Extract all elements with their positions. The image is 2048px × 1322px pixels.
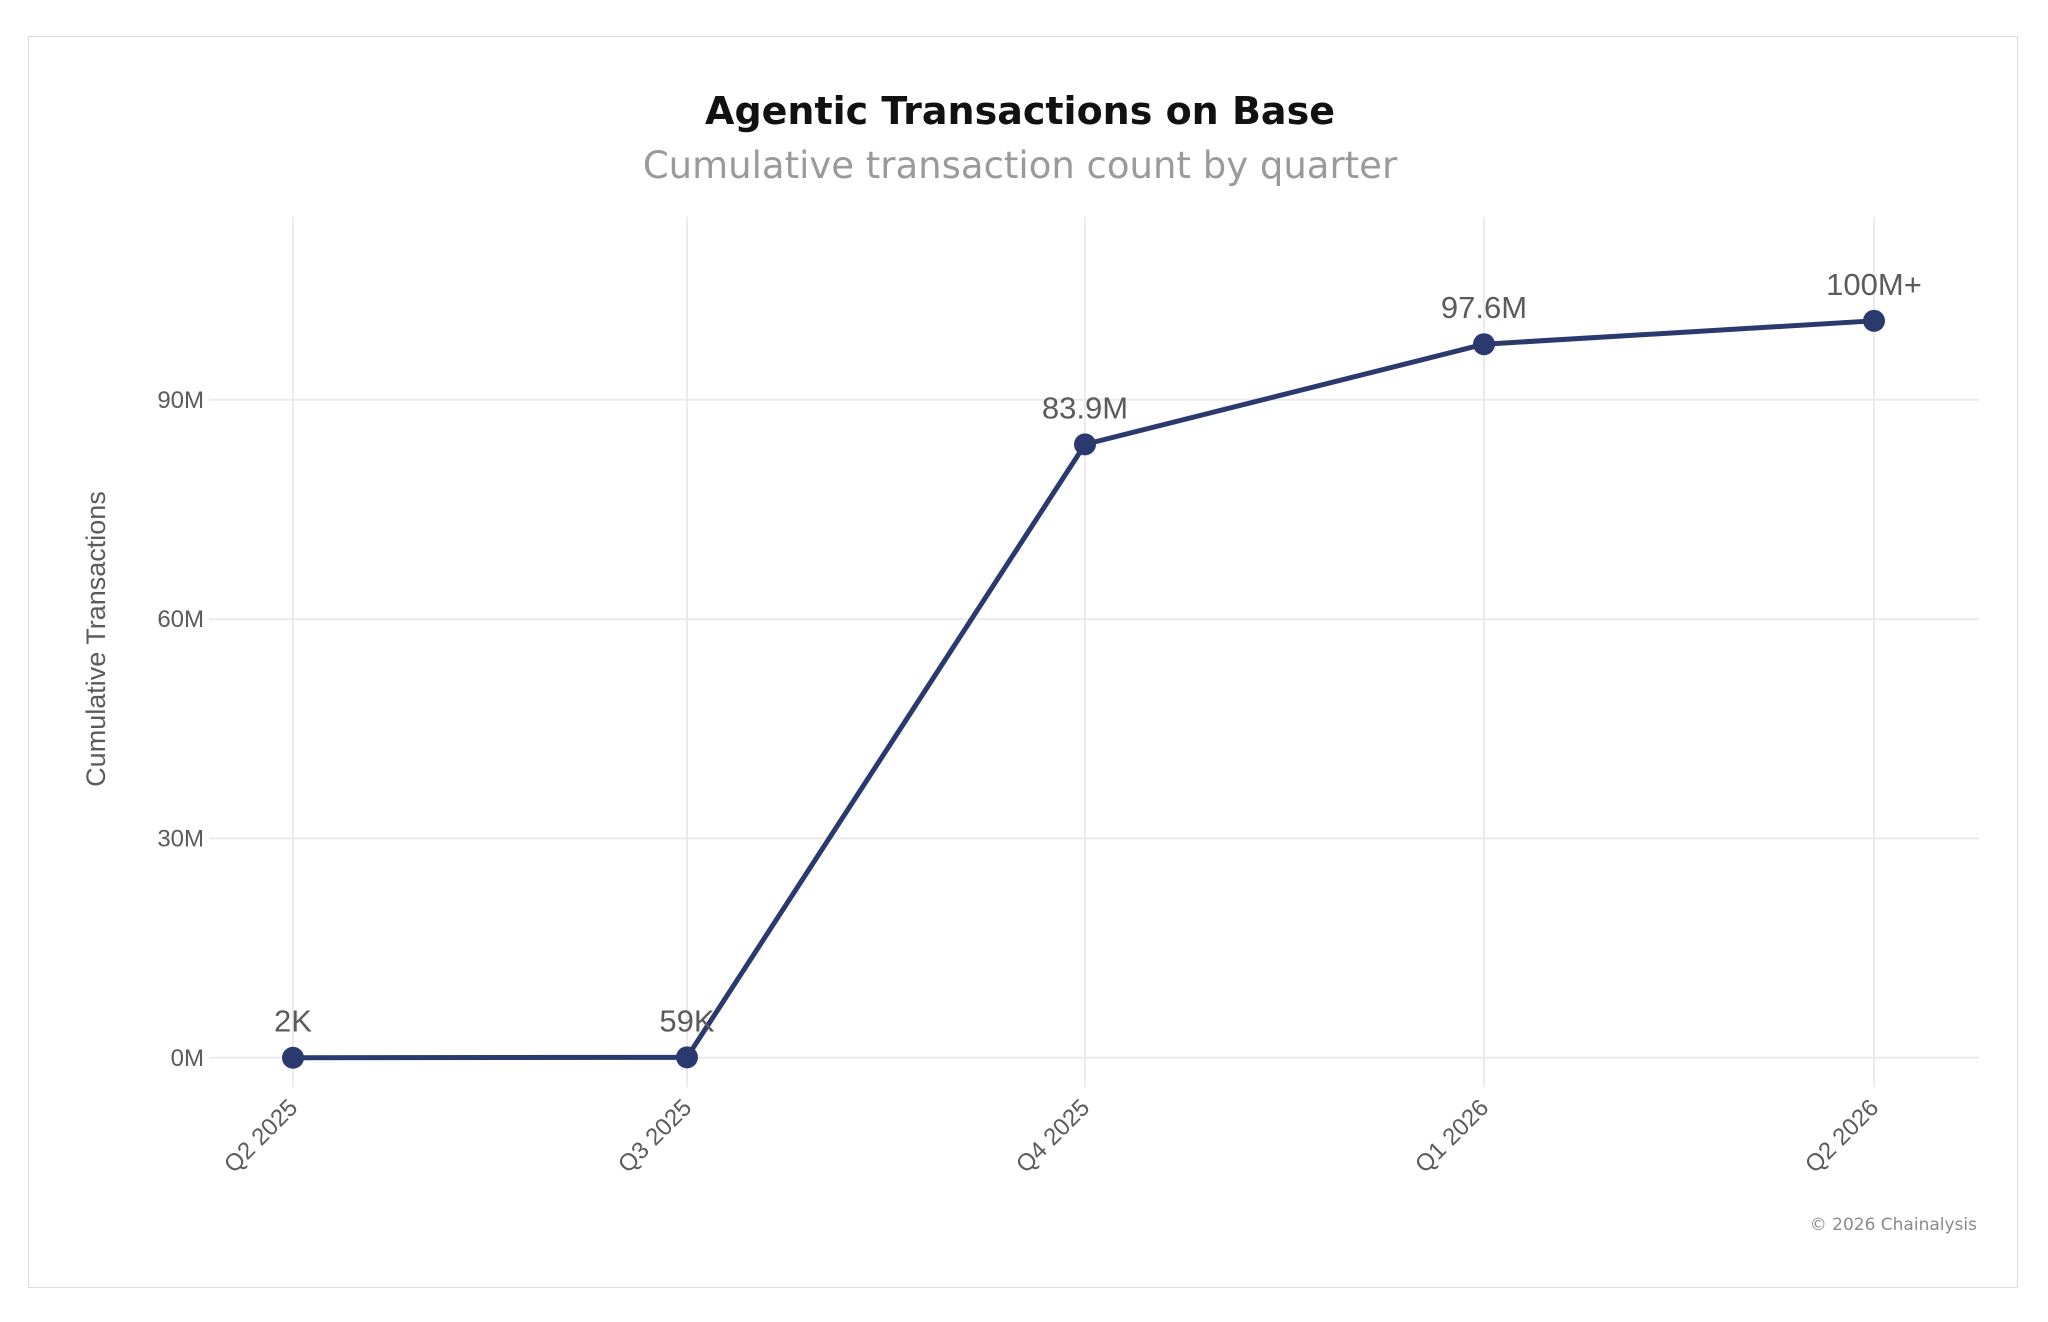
x-tick-label: Q4 2025 bbox=[1011, 1094, 1095, 1178]
chart-title: Agentic Transactions on Base bbox=[705, 89, 1335, 133]
data-label: 97.6M bbox=[1441, 290, 1527, 325]
series-layer bbox=[290, 318, 1877, 1061]
y-tick-label: 0M bbox=[171, 1045, 204, 1072]
data-label: 83.9M bbox=[1042, 390, 1128, 425]
series-line bbox=[290, 318, 1877, 1061]
data-label: 2K bbox=[274, 1004, 312, 1039]
y-tick-label: 60M bbox=[157, 606, 204, 633]
x-tick-label: Q1 2026 bbox=[1410, 1094, 1494, 1178]
y-tick-label: 30M bbox=[157, 825, 204, 852]
data-point bbox=[1473, 333, 1495, 356]
chart-card: Agentic Transactions on Base Cumulative … bbox=[28, 36, 2018, 1288]
grid-lines bbox=[209, 217, 1979, 1087]
x-axis-ticks: Q2 2025 Q3 2025 Q4 2025 Q1 2026 Q2 2026 bbox=[219, 1094, 1884, 1178]
line-chart: Agentic Transactions on Base Cumulative … bbox=[81, 89, 1979, 1235]
x-tick-label: Q2 2025 bbox=[219, 1094, 303, 1178]
chart-subtitle: Cumulative transaction count by quarter bbox=[643, 144, 1398, 187]
y-axis-title: Cumulative Transactions bbox=[81, 491, 111, 787]
data-label: 100M+ bbox=[1826, 267, 1922, 302]
y-tick-label: 90M bbox=[157, 387, 204, 414]
y-axis-ticks: 0M 30M 60M 90M bbox=[157, 387, 204, 1072]
data-point bbox=[676, 1046, 698, 1069]
data-point bbox=[282, 1046, 304, 1069]
x-tick-label: Q2 2026 bbox=[1800, 1094, 1884, 1178]
chart-credit: © 2026 Chainalysis bbox=[1810, 1215, 1977, 1235]
data-point bbox=[1863, 309, 1885, 332]
data-points bbox=[282, 309, 1885, 1069]
data-point bbox=[1074, 433, 1096, 456]
x-tick-label: Q3 2025 bbox=[613, 1094, 697, 1178]
data-label: 59K bbox=[659, 1003, 714, 1038]
data-labels: 2K 59K 83.9M 97.6M 100M+ bbox=[274, 267, 1922, 1039]
